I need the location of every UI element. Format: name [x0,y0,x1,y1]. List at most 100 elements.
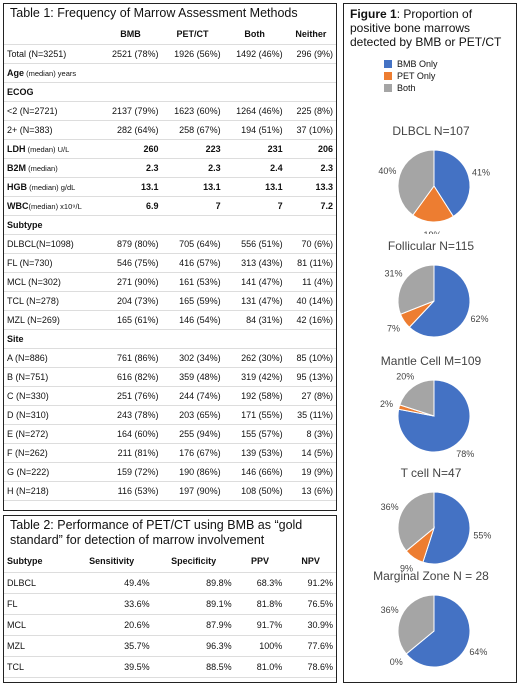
table-cell: 108 (50%) [223,481,286,501]
pie-svg: 64% 0% 36% [381,594,487,668]
table-cell: 2.4 [223,158,286,178]
pie-slice-both [397,149,435,216]
row-label: FL (N=730) [4,253,100,273]
row-label: TCL [4,656,71,678]
row-label-unit: (median) years [24,68,77,78]
table1-header: Neither [285,25,336,45]
table-row: MZL (N=269) 165 (61%) 146 (54%) 84 (31%) 42 … [4,310,336,330]
table2-header: NPV [285,551,336,573]
table-cell: 1492 (46%) [223,44,286,64]
table-row: FL (N=730) 546 (75%) 416 (57%) 313 (43%) 81 … [4,253,336,273]
row-label-text: HGB [7,181,27,192]
pie-slice-both [397,264,435,315]
table-cell [223,215,286,235]
table-cell [99,329,162,349]
row-label-unit: (medan) U/L [25,144,70,154]
table-cell: 313 (43%) [223,253,286,273]
pie-title: Follicular N=115 [387,239,475,253]
table-cell: 359 (48%) [161,367,224,387]
table-row: Site [4,329,336,349]
table-cell: 76.5% [285,593,336,615]
table-cell [99,82,162,102]
pie-chart: Mantle Cell M=109 78% 2% 20% [344,354,518,469]
row-label: Site [4,329,100,349]
table-cell: 7 [223,196,286,216]
row-label: G (N=222) [4,462,100,482]
pie-data-label: 62% [471,314,489,324]
table-cell: 251 (76%) [99,386,162,406]
table-cell: 78.6% [285,656,336,678]
table-row: B (N=751) 616 (82%) 359 (48%) 319 (42%) 95 (… [4,367,336,387]
row-label-text: H (N=218) [7,485,49,496]
table-row: MCL 20.6% 87.9% 91.7% 30.9% [4,614,336,636]
table-row: LDH (medan) U/L 260 223 231 206 [4,139,336,159]
table-cell [223,329,286,349]
table-cell: 70 (6%) [285,234,336,254]
table-cell: 282 (64%) [99,120,162,140]
pie-data-label: 78% [456,449,474,459]
table-cell: 68.3% [234,572,286,594]
table-cell: 42 (16%) [285,310,336,330]
table-cell: 146 (54%) [161,310,224,330]
table-cell: 176 (67%) [161,443,224,463]
table-row: G (N=222) 159 (72%) 190 (86%) 146 (66%) 19 (… [4,462,336,482]
table-cell: 84 (31%) [223,310,286,330]
table-cell: 96.3% [152,635,235,657]
table-cell: 2.3 [285,158,336,178]
table1-header: PET/CT [161,25,224,45]
table1-panel: Table 1: Frequency of Marrow Assessment … [3,3,337,511]
table-row: <2 (N=2721) 2137 (79%) 1623 (60%) 1264 (46%… [4,101,336,121]
table-cell: 164 (60%) [99,424,162,444]
table-cell: 2137 (79%) [99,101,162,121]
row-label-text: A (N=886) [7,352,48,363]
table-cell [285,82,336,102]
table-cell: 161 (53%) [161,272,224,292]
row-label-text: FL (N=730) [7,257,53,268]
table-cell: 1623 (60%) [161,101,224,121]
table-cell: 879 (80%) [99,234,162,254]
table2-header: Subtype [4,551,71,573]
pie-slice-bmb-only [405,594,471,668]
table-cell: 13.1 [161,177,224,197]
table-cell: 49.4% [70,572,153,594]
pie-data-label: 0% [390,657,403,667]
row-label-text: C (N=330) [7,390,49,401]
table-cell: 262 (30%) [223,348,286,368]
pie-title: DLBCL N=107 [392,124,470,138]
row-label: HGB (median) g/dL [4,177,100,197]
pie-data-label: 20% [396,371,414,381]
table-row: MZL 35.7% 96.3% 100% 77.6% [4,635,336,657]
row-label: A (N=886) [4,348,100,368]
row-label-text: <2 (N=2721) [7,105,58,116]
row-label-text: E (N=272) [7,428,49,439]
table-row: Subtype [4,215,336,235]
table-cell: 211 (81%) [99,443,162,463]
table-row: MCL (N=302) 271 (90%) 161 (53%) 141 (47%) 11… [4,272,336,292]
table-cell: 20.6% [70,614,153,636]
row-label-text: F (N=262) [7,447,48,458]
table-row: Age (median) years [4,63,336,83]
pie-data-label: 36% [381,502,399,512]
table-cell: 296 (9%) [285,44,336,64]
table-cell [285,215,336,235]
table-cell: 223 [161,139,224,159]
table-row: WBC(median) x10⁹/L 6.9 7 7 7.2 [4,196,336,216]
table-row: F (N=262) 211 (81%) 176 (67%) 139 (53%) 14 (… [4,443,336,463]
row-label-text: D (N=310) [7,409,49,420]
pie-data-label: 64% [469,647,487,657]
table-cell: 171 (55%) [223,405,286,425]
table-cell: 8 (3%) [285,424,336,444]
table-row: FL 33.6% 89.1% 81.8% 76.5% [4,593,336,615]
table-cell: 7 [161,196,224,216]
table-cell: 19 (9%) [285,462,336,482]
row-label: TCL (N=278) [4,291,100,311]
table-cell [285,329,336,349]
table-cell: 33.6% [70,593,153,615]
pie-slice-bmb-only [422,491,471,565]
table-cell: 131 (47%) [223,291,286,311]
table-row: E (N=272) 164 (60%) 255 (94%) 155 (57%) 8 (3… [4,424,336,444]
pie-slice-pet-only [412,185,454,223]
table1: BMB PET/CT Both Neither Total (N=3251) 2521 … [4,25,336,501]
row-label: Total (N=3251) [4,44,100,64]
table-cell: 416 (57%) [161,253,224,273]
